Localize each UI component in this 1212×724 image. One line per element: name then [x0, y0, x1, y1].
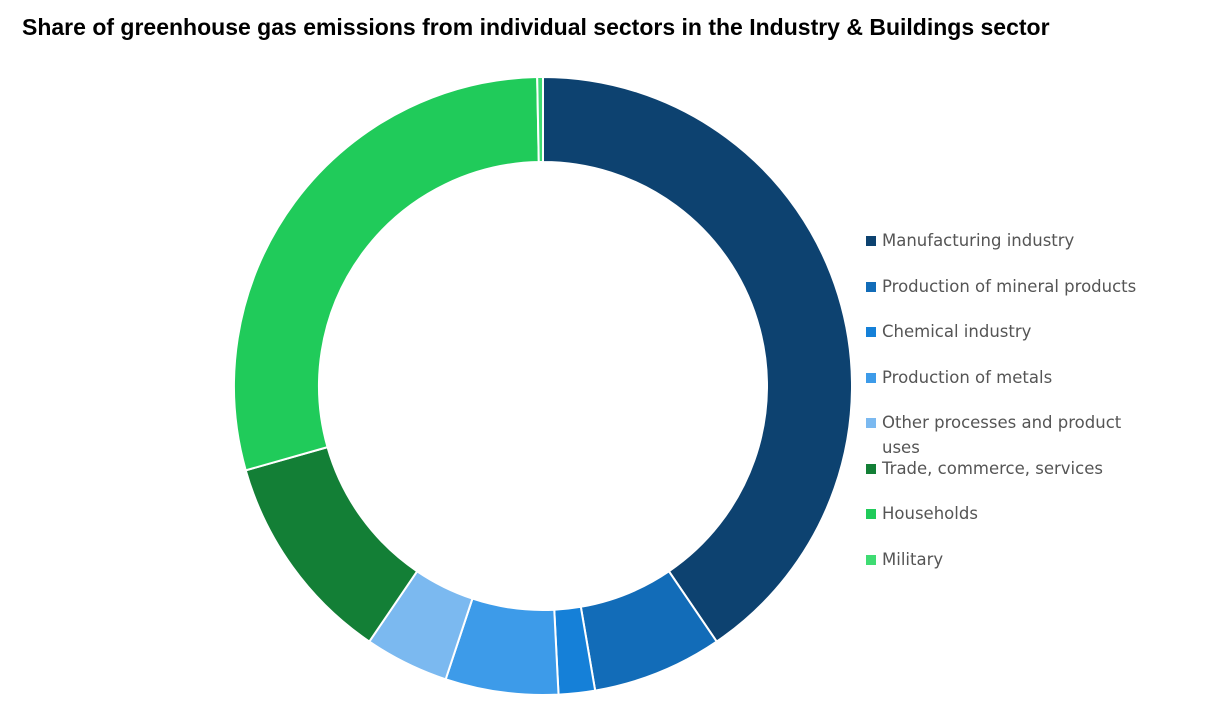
legend-swatch [866, 372, 876, 383]
legend-item: Trade, commerce, services [866, 456, 1156, 481]
legend-item: Manufacturing industry [866, 228, 1156, 253]
legend-swatch [866, 554, 876, 565]
legend-item: Military [866, 547, 1156, 572]
legend-item: Households [866, 501, 1156, 526]
legend-swatch [866, 418, 876, 428]
legend-label: Military [882, 549, 944, 569]
legend-swatch [866, 236, 876, 246]
donut-segment [536, 75, 544, 164]
legend-swatch [866, 509, 876, 519]
donut-segment [233, 76, 540, 472]
legend-label: Trade, commerce, services [882, 458, 1103, 478]
legend-item: Chemical industry [866, 319, 1156, 344]
legend-label: Other processes and product uses [882, 413, 1122, 457]
legend-item: Other processes and product uses [866, 410, 1156, 460]
legend-item: Production of metals [866, 365, 1156, 390]
legend-swatch [866, 327, 876, 337]
legend-label: Manufacturing industry [882, 231, 1075, 250]
legend-label: Households [882, 504, 978, 523]
donut-segment [542, 75, 853, 643]
legend-swatch [866, 281, 876, 292]
chart-title: Share of greenhouse gas emissions from i… [22, 14, 1050, 40]
legend-item: Production of mineral products [866, 274, 1156, 299]
legend-label: Chemical industry [882, 322, 1032, 341]
legend-swatch [866, 463, 876, 474]
legend-label: Production of metals [882, 367, 1053, 387]
legend-label: Production of mineral products [882, 276, 1137, 296]
